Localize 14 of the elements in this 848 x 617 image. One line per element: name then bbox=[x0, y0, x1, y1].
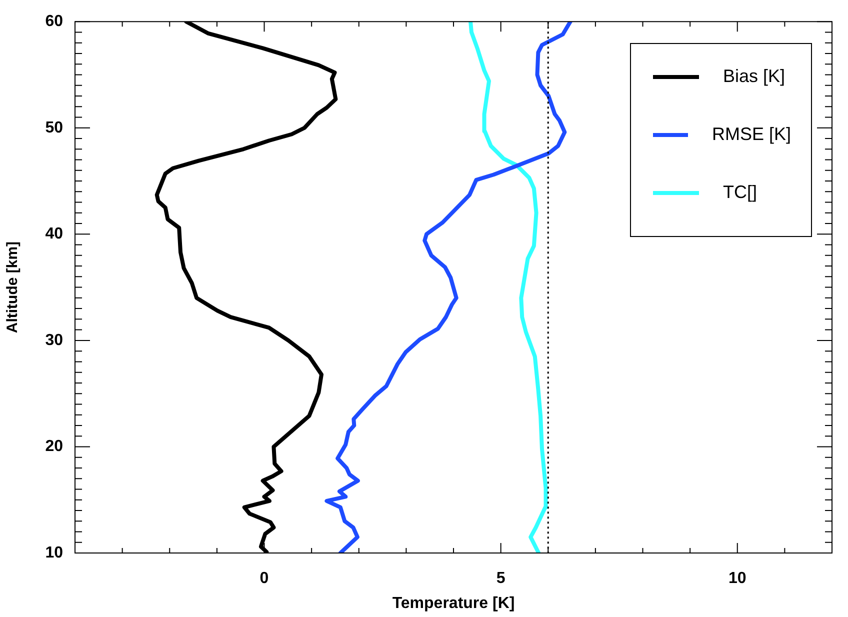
x-tick-label: 10 bbox=[728, 570, 746, 588]
legend-label: TC[] bbox=[723, 182, 757, 204]
y-tick-label: 50 bbox=[45, 119, 64, 136]
x-axis-title: Temperature [K] bbox=[392, 594, 515, 612]
y-tick-label: 40 bbox=[45, 226, 64, 243]
y-tick-label: 20 bbox=[45, 438, 64, 456]
y-tick-label: 30 bbox=[45, 332, 64, 349]
x-tick-label: 0 bbox=[260, 570, 269, 588]
legend-label: RMSE [K] bbox=[712, 124, 791, 146]
legend-label: Bias [K] bbox=[723, 66, 786, 88]
x-tick-label: 5 bbox=[496, 570, 506, 588]
y-tick-label: 60 bbox=[45, 13, 64, 30]
y-axis-title: Altitude [km] bbox=[4, 241, 22, 334]
y-tick-label: 10 bbox=[45, 544, 64, 562]
